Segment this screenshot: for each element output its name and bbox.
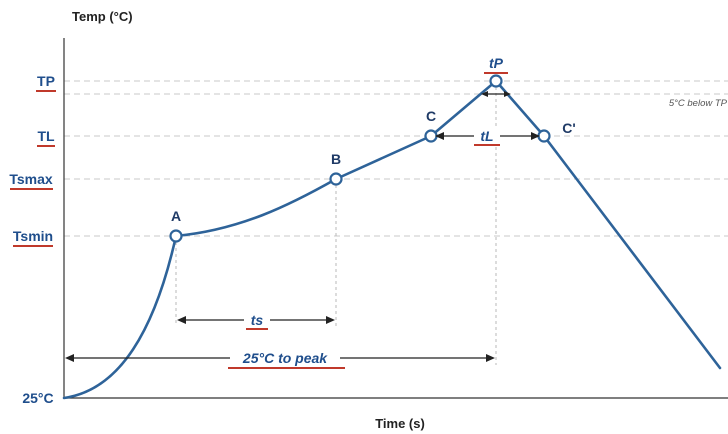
point-c-prime-label: C' (562, 120, 575, 136)
tp-arrow-left (481, 91, 488, 97)
x-axis-title: Time (s) (375, 416, 425, 431)
point-c-marker (424, 129, 438, 143)
point-c-label: C (426, 108, 436, 124)
point-a-label: A (171, 208, 181, 224)
start-temp-label: 25°C (22, 390, 53, 406)
tsmin-label: Tsmin (13, 228, 53, 244)
ts-label: ts (251, 312, 264, 328)
to-peak-label: 25°C to peak (242, 350, 328, 366)
tsmax-label: Tsmax (9, 171, 53, 187)
point-c-prime-marker (537, 129, 551, 143)
tp-label: TP (37, 73, 55, 89)
tp-arrow-right (504, 91, 511, 97)
to-peak-arrow-left (65, 354, 74, 362)
ts-arrow-left (177, 316, 186, 324)
tp-span-label: tP (489, 55, 504, 71)
y-axis-title: Temp (°C) (72, 9, 133, 24)
point-b-label: B (331, 151, 341, 167)
point-a-marker (169, 229, 183, 243)
ts-arrow-right (326, 316, 335, 324)
to-peak-arrow-right (486, 354, 495, 362)
tl-label: TL (37, 128, 55, 144)
tp-minus-5-note: 5°C below TP (669, 98, 728, 109)
tl-span-label: tL (480, 128, 493, 144)
point-b-marker (329, 172, 343, 186)
peak-marker (489, 74, 503, 88)
tl-arrow-right (531, 132, 540, 140)
tl-arrow-left (435, 132, 444, 140)
tl-label-box (474, 126, 500, 146)
ts-label-box (244, 310, 270, 330)
reflow-profile-curve (62, 79, 722, 400)
to-peak-label-box (230, 348, 340, 368)
